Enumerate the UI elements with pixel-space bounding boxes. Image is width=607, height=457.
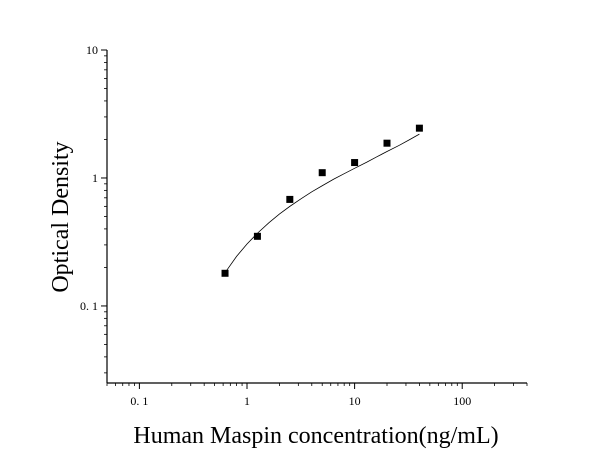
data-point [351, 159, 359, 167]
y-tick-label: 1 [92, 171, 98, 185]
x-axis-title: Human Maspin concentration(ng/mL) [133, 423, 498, 449]
data-point [415, 124, 423, 132]
data-point [318, 169, 326, 177]
data-point [286, 195, 294, 203]
y-axis-title: Optical Density [48, 141, 74, 292]
x-tick-label: 0. 1 [130, 394, 148, 408]
data-points [221, 124, 423, 277]
data-point [383, 139, 391, 147]
y-tick-label: 0. 1 [80, 299, 98, 313]
fit-curve [224, 133, 420, 273]
y-tick-label: 10 [86, 43, 98, 57]
data-point [253, 232, 261, 240]
data-point [221, 269, 229, 277]
axes [106, 50, 527, 384]
ticks [101, 49, 528, 389]
x-tick-label: 100 [453, 394, 471, 408]
tick-labels: 0. 1 1 10 100 0. 1 1 10 [80, 43, 471, 408]
x-tick-label: 1 [244, 394, 250, 408]
fit-curve-group [224, 133, 420, 273]
x-tick-label: 10 [349, 394, 361, 408]
